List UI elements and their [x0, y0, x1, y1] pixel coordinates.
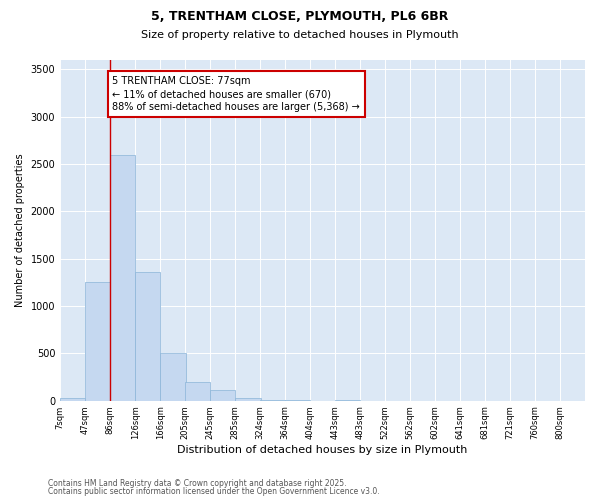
- Text: 5, TRENTHAM CLOSE, PLYMOUTH, PL6 6BR: 5, TRENTHAM CLOSE, PLYMOUTH, PL6 6BR: [151, 10, 449, 23]
- Text: Size of property relative to detached houses in Plymouth: Size of property relative to detached ho…: [141, 30, 459, 40]
- Bar: [60, 398, 85, 400]
- Text: Contains HM Land Registry data © Crown copyright and database right 2025.: Contains HM Land Registry data © Crown c…: [48, 478, 347, 488]
- Bar: [235, 398, 260, 400]
- Bar: [135, 272, 160, 400]
- Text: Contains public sector information licensed under the Open Government Licence v3: Contains public sector information licen…: [48, 487, 380, 496]
- Bar: [160, 354, 185, 401]
- Bar: [210, 390, 235, 400]
- Bar: [110, 154, 135, 400]
- Y-axis label: Number of detached properties: Number of detached properties: [15, 154, 25, 307]
- X-axis label: Distribution of detached houses by size in Plymouth: Distribution of detached houses by size …: [178, 445, 468, 455]
- Text: 5 TRENTHAM CLOSE: 77sqm
← 11% of detached houses are smaller (670)
88% of semi-d: 5 TRENTHAM CLOSE: 77sqm ← 11% of detache…: [112, 76, 360, 112]
- Bar: [185, 382, 210, 400]
- Bar: [85, 282, 110, 401]
